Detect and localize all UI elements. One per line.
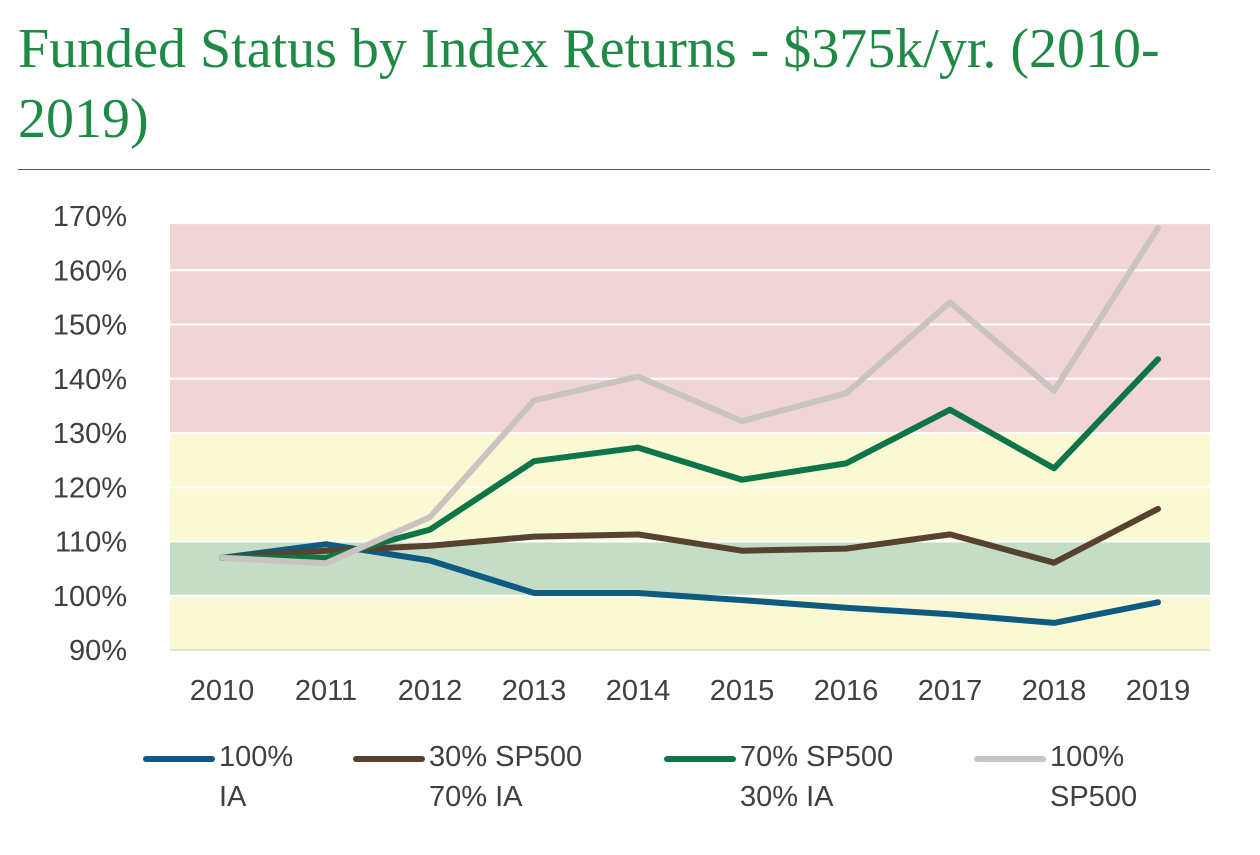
- x-axis-ticks: 2010 2011 2012 2013 2014 2015 2016 2017 2018 2019: [190, 675, 1191, 707]
- x-tick-label: 2015: [710, 675, 775, 707]
- x-tick-label: 2014: [606, 675, 671, 707]
- y-tick-label: 170%: [53, 201, 127, 233]
- y-tick-label: 130%: [53, 418, 127, 450]
- series-line-100-ia: [219, 541, 1161, 626]
- legend: 100% IA 30% SP500 70% IA 70% SP500 30% I…: [0, 737, 1260, 847]
- y-tick-label: 100%: [53, 581, 127, 613]
- legend-swatch: [353, 756, 425, 762]
- x-tick-label: 2019: [1126, 675, 1191, 707]
- series-line-70-sp500-30-ia: [219, 356, 1161, 561]
- x-tick-label: 2017: [918, 675, 983, 707]
- x-tick-label: 2010: [190, 675, 255, 707]
- line-chart: 90% 100% 110% 120% 130% 140% 150% 160% 170% 2010…: [53, 201, 1210, 707]
- y-tick-label: 140%: [53, 364, 127, 396]
- x-tick-label: 2012: [398, 675, 463, 707]
- x-tick-label: 2018: [1022, 675, 1087, 707]
- legend-label: 100% IA: [219, 741, 294, 813]
- series-line-100-sp500: [219, 224, 1161, 567]
- title-divider: [18, 169, 1210, 170]
- legend-label: 30% SP500 70% IA: [429, 741, 583, 813]
- legend-swatch: [143, 756, 215, 762]
- chart-title: Funded Status by Index Returns - $375k/y…: [18, 18, 1160, 150]
- x-tick-label: 2011: [295, 675, 357, 707]
- x-tick-label: 2016: [814, 675, 879, 707]
- y-axis-ticks: 90% 100% 110% 120% 130% 140% 150% 160% 170%: [53, 201, 127, 667]
- legend-swatch: [974, 756, 1046, 762]
- y-tick-label: 90%: [69, 635, 127, 667]
- legend-label: 100% SP500: [1050, 741, 1138, 813]
- y-tick-label: 150%: [53, 310, 127, 342]
- series-lines: [219, 224, 1161, 626]
- x-tick-label: 2013: [502, 675, 567, 707]
- legend-swatch: [664, 756, 736, 762]
- y-tick-label: 110%: [55, 527, 127, 559]
- y-tick-label: 120%: [53, 472, 127, 504]
- legend-label: 70% SP500 30% IA: [740, 741, 894, 813]
- y-tick-label: 160%: [53, 255, 127, 287]
- series-line-30-sp500-70-ia: [219, 505, 1161, 566]
- threshold-bands: [170, 224, 1210, 650]
